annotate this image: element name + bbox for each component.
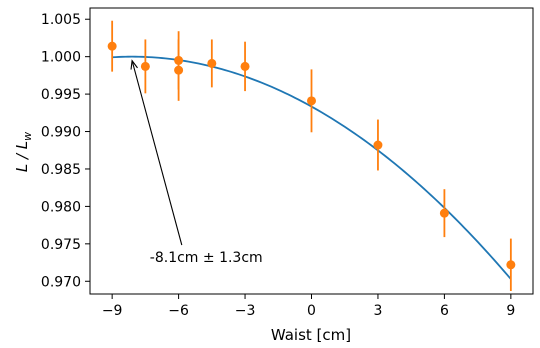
- x-tick-label: 3: [373, 303, 382, 319]
- data-point: [506, 260, 516, 270]
- x-tick-label: 0: [307, 303, 316, 319]
- y-tick-label: 1.000: [41, 50, 81, 66]
- plot-area: -8.1cm ± 1.3cm: [107, 20, 516, 292]
- y-tick-label: 0.980: [41, 199, 81, 215]
- data-point: [373, 140, 383, 150]
- y-tick-label: 0.975: [41, 237, 81, 253]
- annotation-layer: -8.1cm ± 1.3cm: [130, 59, 263, 266]
- y-axis: 0.970 0.975 0.980 0.985 0.990 0.995 1.000 1.005: [41, 12, 90, 290]
- data-point: [307, 96, 316, 106]
- data-point: [107, 41, 117, 51]
- x-tick-label: −6: [168, 303, 189, 319]
- y-tick-label: 0.970: [41, 274, 81, 290]
- data-point: [140, 61, 150, 71]
- x-tick-label: 6: [440, 303, 449, 319]
- x-axis-label: Waist [cm]: [271, 326, 351, 344]
- y-tick-label: 1.005: [41, 12, 81, 28]
- x-axis: −9 −6 −3 0 3 6 9: [102, 294, 515, 319]
- x-tick-label: −3: [235, 303, 256, 319]
- annotation-arrowhead: [130, 59, 138, 70]
- annotation-arrow: [131, 60, 183, 246]
- data-points-layer: [107, 20, 516, 292]
- annotation-text: -8.1cm ± 1.3cm: [150, 250, 263, 266]
- data-point: [439, 208, 449, 218]
- y-tick-label: 0.990: [41, 125, 81, 141]
- x-tick-label: −9: [102, 303, 123, 319]
- y-tick-label: 0.985: [41, 162, 81, 178]
- x-tick-label: 9: [506, 303, 515, 319]
- data-point: [207, 58, 217, 68]
- data-point: [174, 65, 184, 75]
- data-point: [240, 61, 250, 71]
- y-tick-label: 0.995: [41, 87, 81, 103]
- y-axis-label: L / Lw: [13, 132, 34, 172]
